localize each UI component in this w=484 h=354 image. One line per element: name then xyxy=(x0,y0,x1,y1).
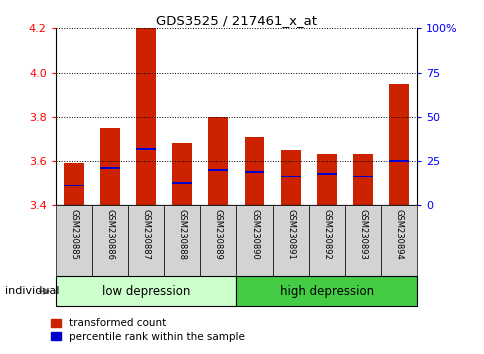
Text: GSM230885: GSM230885 xyxy=(69,209,78,260)
Text: individual: individual xyxy=(5,286,59,296)
Bar xyxy=(352,154,372,205)
Bar xyxy=(280,150,300,205)
Bar xyxy=(236,276,416,306)
Text: GSM230887: GSM230887 xyxy=(141,209,151,260)
Bar xyxy=(380,205,416,276)
Bar xyxy=(100,167,120,169)
Bar xyxy=(164,205,200,276)
Bar xyxy=(92,205,128,276)
Bar xyxy=(100,128,120,205)
Text: GSM230892: GSM230892 xyxy=(321,209,331,259)
Bar xyxy=(172,143,192,205)
Bar xyxy=(136,28,156,205)
Text: GSM230889: GSM230889 xyxy=(213,209,223,260)
Text: low depression: low depression xyxy=(102,285,190,298)
Bar xyxy=(208,169,228,171)
Bar xyxy=(128,205,164,276)
Legend: transformed count, percentile rank within the sample: transformed count, percentile rank withi… xyxy=(51,319,244,342)
Text: GSM230888: GSM230888 xyxy=(177,209,186,260)
Bar xyxy=(172,182,192,184)
Bar xyxy=(208,117,228,205)
Text: GSM230886: GSM230886 xyxy=(105,209,114,260)
Text: GSM230890: GSM230890 xyxy=(249,209,258,259)
Bar xyxy=(244,171,264,173)
Bar xyxy=(316,154,336,205)
Text: GSM230893: GSM230893 xyxy=(358,209,367,260)
Bar xyxy=(236,205,272,276)
Text: GSM230891: GSM230891 xyxy=(286,209,295,259)
Bar xyxy=(388,84,408,205)
Bar xyxy=(64,163,84,205)
Bar xyxy=(352,176,372,177)
Bar xyxy=(280,176,300,177)
Bar xyxy=(388,160,408,162)
Bar xyxy=(56,276,236,306)
Bar xyxy=(344,205,380,276)
Title: GDS3525 / 217461_x_at: GDS3525 / 217461_x_at xyxy=(156,14,316,27)
Text: GSM230894: GSM230894 xyxy=(393,209,403,259)
Bar xyxy=(136,148,156,150)
Bar xyxy=(308,205,344,276)
Bar xyxy=(64,184,84,186)
Bar xyxy=(200,205,236,276)
Bar xyxy=(316,173,336,175)
Bar xyxy=(244,137,264,205)
Text: high depression: high depression xyxy=(279,285,373,298)
Bar xyxy=(56,205,92,276)
Bar xyxy=(272,205,308,276)
